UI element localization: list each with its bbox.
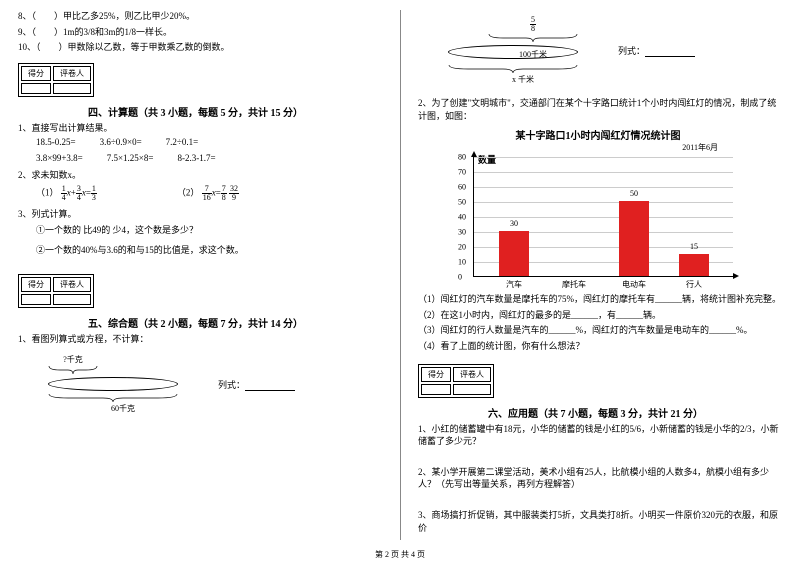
grader-cell[interactable] bbox=[453, 384, 491, 395]
q10: 10、（ ）甲数除以乙数，等于甲数乘乙数的倒数。 bbox=[18, 41, 382, 54]
chart-title: 某十字路口1小时内闯红灯情况统计图 bbox=[458, 127, 738, 142]
calc: 3.8×99+3.8= bbox=[36, 153, 83, 163]
y-tick-label: 0 bbox=[458, 273, 462, 282]
grader-cell[interactable] bbox=[53, 83, 91, 94]
grid-line bbox=[474, 187, 733, 188]
bar-value: 15 bbox=[679, 242, 709, 251]
bar-chart: 某十字路口1小时内闯红灯情况统计图 2011年6月 数量 01020304050… bbox=[458, 127, 738, 277]
s4-q3-2: ②一个数的40%与3.6的和与15的比值是，求这个数。 bbox=[36, 244, 382, 257]
s5-sub4: （4）看了上面的统计图，你有什么想法？ bbox=[418, 340, 782, 353]
bar: 50 bbox=[619, 201, 649, 276]
chart-area: 数量 0102030405060708030汽车摩托车50电动车15行人 bbox=[473, 157, 733, 277]
grid-line bbox=[474, 157, 733, 158]
chart-date: 2011年6月 bbox=[458, 142, 718, 153]
s4-q1: 1、直接写出计算结果。 bbox=[18, 122, 382, 135]
y-tick-label: 20 bbox=[458, 243, 466, 252]
eq-2: （2） 716x=78 329 bbox=[177, 185, 239, 202]
s4-q2: 2、求未知数x。 bbox=[18, 169, 382, 182]
s4-row1: 18.5-0.25= 3.6÷0.9×0= 7.2÷0.1= bbox=[36, 137, 382, 147]
eq-1: （1） 14x+34x=13 bbox=[36, 185, 97, 202]
section-4-title: 四、计算题（共 3 小题，每题 5 分，共计 15 分） bbox=[88, 104, 382, 119]
frac-7-16: 716 bbox=[202, 185, 212, 202]
diag1-oval bbox=[48, 377, 178, 391]
y-axis-title: 数量 bbox=[478, 153, 496, 166]
s4-q2-equations: （1） 14x+34x=13 （2） 716x=78 329 bbox=[36, 185, 382, 202]
diagram-2: 58 100千米 x 千米 列式： bbox=[418, 10, 782, 91]
s4-q3-1: ①一个数的 比49的 少4，这个数是多少？ bbox=[36, 224, 382, 237]
diag1-formula: 列式： bbox=[218, 378, 295, 391]
y-tick-label: 60 bbox=[458, 183, 466, 192]
prefix: （2） bbox=[177, 188, 200, 198]
prefix: （1） bbox=[36, 188, 59, 198]
calc: 7.2÷0.1= bbox=[166, 137, 199, 147]
page-footer: 第 2 页 共 4 页 bbox=[0, 549, 800, 560]
grader-label: 评卷人 bbox=[53, 66, 91, 81]
y-tick-label: 40 bbox=[458, 213, 466, 222]
calc: 3.6÷0.9×0= bbox=[100, 137, 142, 147]
left-column: 8、（ ）甲比乙多25%，则乙比甲少20%。 9、（ ）1m的3/8和3m的1/… bbox=[0, 0, 400, 565]
x-label: 摩托车 bbox=[549, 279, 599, 290]
s6-q3: 3、商场搞打折促销，其中服装类打5折，文具类打8折。小明买一件原价320元的衣服… bbox=[418, 509, 782, 534]
frac-32-9: 329 bbox=[229, 185, 239, 202]
q9: 9、（ ）1m的3/8和3m的1/8一样长。 bbox=[18, 26, 382, 39]
right-column: 58 100千米 x 千米 列式： 2、为了创建"文明城市"，交通部门在某个十字… bbox=[400, 0, 800, 565]
calc: 7.5×1.25×8= bbox=[107, 153, 154, 163]
score-label: 得分 bbox=[21, 277, 51, 292]
grader-cell[interactable] bbox=[53, 294, 91, 305]
frac-7-8: 78 bbox=[221, 185, 227, 202]
frac-1-3: 13 bbox=[91, 185, 97, 202]
diag1-bottom-label: 60千克 bbox=[48, 403, 198, 414]
bar: 15 bbox=[679, 254, 709, 277]
section-5-title: 五、综合题（共 2 小题，每题 7 分，共计 14 分） bbox=[88, 315, 382, 330]
y-tick-label: 50 bbox=[458, 198, 466, 207]
s5-q1: 1、看图列算式或方程，不计算： bbox=[18, 333, 382, 346]
grid-line bbox=[474, 202, 733, 203]
q8: 8、（ ）甲比乙多25%，则乙比甲少20%。 bbox=[18, 10, 382, 23]
score-box-6: 得分评卷人 bbox=[418, 364, 494, 398]
s4-q3: 3、列式计算。 bbox=[18, 208, 382, 221]
x-label: 汽车 bbox=[489, 279, 539, 290]
grader-label: 评卷人 bbox=[453, 367, 491, 382]
diag1-top-label: ?千克 bbox=[48, 354, 98, 365]
s5-sub3: （3）闯红灯的行人数量是汽车的______%，闯红灯的汽车数量是电动车的____… bbox=[418, 324, 782, 337]
bar: 30 bbox=[499, 231, 529, 276]
x-arrow-icon bbox=[733, 273, 739, 279]
diag2-formula: 列式： bbox=[618, 44, 695, 57]
grid-line bbox=[474, 217, 733, 218]
bar-value: 30 bbox=[499, 219, 529, 228]
score-label: 得分 bbox=[21, 66, 51, 81]
grid-line bbox=[474, 172, 733, 173]
bar-value: 50 bbox=[619, 189, 649, 198]
y-tick-label: 70 bbox=[458, 168, 466, 177]
y-tick-label: 10 bbox=[458, 258, 466, 267]
calc: 8-2.3-1.7= bbox=[177, 153, 215, 163]
s5-q2: 2、为了创建"文明城市"，交通部门在某个十字路口统计1个小时内闯红灯的情况，制成… bbox=[418, 97, 782, 122]
x-label: 行人 bbox=[669, 279, 719, 290]
score-cell[interactable] bbox=[421, 384, 451, 395]
s6-q2: 2、某小学开展第二课堂活动，美术小组有25人，比航模小组的人数多4，航模小组有多… bbox=[418, 466, 782, 491]
score-label: 得分 bbox=[421, 367, 451, 382]
calc: 18.5-0.25= bbox=[36, 137, 76, 147]
s5-sub1: （1）闯红灯的汽车数量是摩托车的75%，闯红灯的摩托车有______辆，将统计图… bbox=[418, 293, 782, 306]
diag2-top-frac: 58 bbox=[488, 16, 578, 33]
diagram-1: ?千克 60千克 列式： bbox=[18, 348, 382, 420]
s6-q1: 1、小红的储蓄罐中有18元，小华的储蓄的钱是小红的5/6，小新储蓄的钱是小华的2… bbox=[418, 423, 782, 448]
score-cell[interactable] bbox=[21, 294, 51, 305]
y-tick-label: 80 bbox=[458, 153, 466, 162]
x-label: 电动车 bbox=[609, 279, 659, 290]
score-cell[interactable] bbox=[21, 83, 51, 94]
grader-label: 评卷人 bbox=[53, 277, 91, 292]
diag2-bottom-label: x 千米 bbox=[448, 74, 598, 85]
diag2-mid-label: 100千米 bbox=[488, 49, 578, 60]
s4-row2: 3.8×99+3.8= 7.5×1.25×8= 8-2.3-1.7= bbox=[36, 153, 382, 163]
s5-sub2: （2）在这1小时内，闯红灯的最多的是______，有______辆。 bbox=[418, 309, 782, 322]
y-tick-label: 30 bbox=[458, 228, 466, 237]
score-box-4: 得分评卷人 bbox=[18, 63, 94, 97]
score-box-5: 得分评卷人 bbox=[18, 274, 94, 308]
section-6-title: 六、应用题（共 7 小题，每题 3 分，共计 21 分） bbox=[488, 405, 782, 420]
